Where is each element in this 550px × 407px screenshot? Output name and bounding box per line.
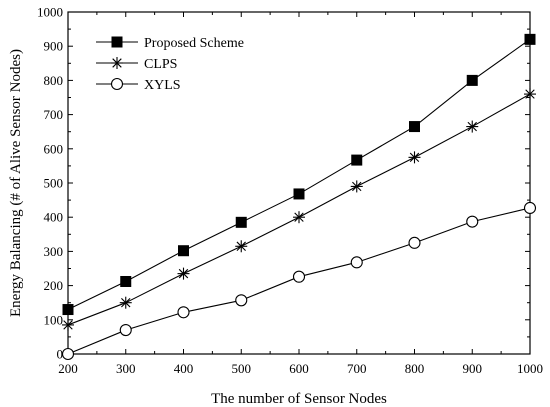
y-tick-label: 400: [44, 210, 64, 225]
data-point-clps: [524, 88, 536, 101]
legend-label: XYLS: [144, 78, 181, 93]
data-point-proposed-scheme: [293, 188, 305, 200]
x-tick-label: 900: [463, 361, 483, 376]
legend: Proposed Scheme CLPS XYLS: [96, 36, 244, 93]
data-point-clps: [350, 180, 363, 193]
series-proposed-scheme: [62, 33, 536, 316]
data-point-clps: [119, 296, 132, 309]
data-point-proposed-scheme: [466, 74, 478, 86]
data-point-proposed-scheme: [178, 245, 189, 257]
data-point-clps: [466, 120, 479, 133]
legend-marker: [111, 57, 123, 69]
data-point-proposed-scheme: [351, 154, 363, 166]
marker-stroke: [178, 268, 189, 279]
data-point-xyls: [466, 215, 479, 228]
marker-stroke: [409, 152, 420, 163]
x-tick-label: 300: [116, 361, 136, 376]
data-point-clps: [408, 151, 421, 164]
legend-label: CLPS: [144, 57, 177, 72]
x-tick-label: 400: [174, 361, 194, 376]
axes-layer: 0 100 200 300 400 500 600 700 800 900 1000 200 300 40…: [37, 5, 543, 377]
data-point-clps: [235, 240, 248, 253]
x-tick-label: 600: [289, 361, 309, 376]
data-point-proposed-scheme: [235, 216, 247, 228]
data-point-proposed-scheme: [62, 304, 74, 316]
series-clps: [62, 88, 536, 331]
marker-stroke: [236, 241, 246, 251]
data-point-proposed-scheme: [524, 33, 536, 45]
data-point-xyls: [61, 347, 75, 361]
data-point-xyls: [350, 256, 363, 269]
x-tick-label: 1000: [517, 361, 543, 376]
data-point-clps: [62, 318, 74, 331]
y-tick-label: 300: [44, 244, 64, 259]
series-line-proposed-scheme: [67, 38, 531, 311]
legend-marker: [110, 77, 124, 91]
y-tick-label: 100: [44, 312, 64, 327]
legend-item-xyls: XYLS: [96, 77, 181, 93]
y-tick-label: 800: [44, 73, 64, 88]
series-xyls: [61, 201, 537, 361]
y-tick-label: 900: [44, 39, 64, 54]
y-tick-label: 700: [44, 107, 64, 122]
y-axis-label: Energy Balancing (# of Alive Sensor Node…: [8, 49, 24, 317]
data-point-xyls: [177, 306, 190, 319]
marker-stroke: [352, 181, 362, 192]
data-point-xyls: [235, 294, 248, 307]
y-tick-label: 600: [44, 141, 64, 156]
marker-stroke: [467, 121, 477, 132]
y-tick-label: 200: [44, 278, 64, 293]
legend-marker: [111, 36, 123, 48]
y-tick-label: 0: [57, 347, 64, 362]
data-point-clps: [293, 211, 305, 224]
marker-stroke: [121, 297, 131, 308]
x-tick-label: 800: [405, 361, 425, 376]
data-point-proposed-scheme: [120, 275, 132, 287]
x-tick-label: 200: [58, 361, 78, 376]
data-point-xyls: [292, 270, 306, 283]
marker-stroke: [294, 212, 304, 222]
y-tick-label: 1000: [37, 5, 63, 20]
marker-stroke: [63, 320, 73, 330]
marker-stroke: [112, 58, 122, 68]
series-line-clps: [67, 93, 531, 326]
marker-stroke: [525, 89, 535, 99]
series-layer: [61, 33, 537, 361]
legend-item-clps: CLPS: [96, 57, 177, 72]
y-tick-label: 500: [44, 176, 64, 191]
x-tick-label: 500: [232, 361, 252, 376]
legend-item-proposed-scheme: Proposed Scheme: [96, 36, 244, 51]
x-axis-label: The number of Sensor Nodes: [211, 391, 387, 407]
legend-label: Proposed Scheme: [144, 36, 244, 51]
data-point-proposed-scheme: [409, 121, 420, 133]
data-point-xyls: [119, 324, 132, 337]
data-point-xyls: [523, 201, 537, 215]
x-tick-label: 700: [347, 361, 367, 376]
data-point-xyls: [408, 236, 421, 249]
data-point-clps: [177, 267, 190, 280]
